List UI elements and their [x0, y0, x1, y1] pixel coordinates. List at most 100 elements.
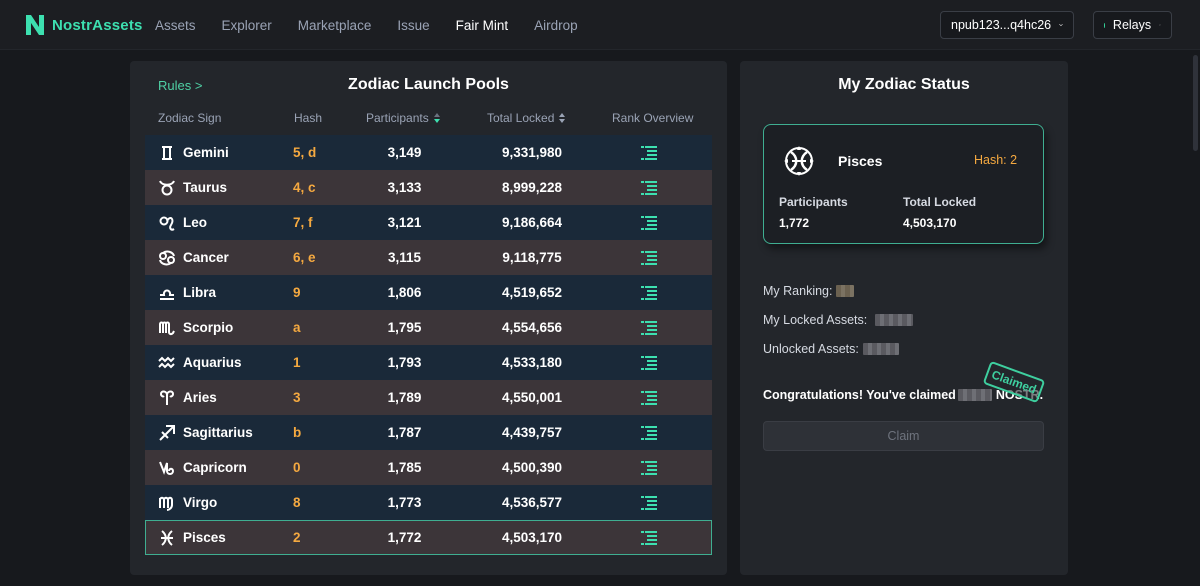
participants-cell: 3,121 — [387, 215, 422, 230]
hash-cell: 0 — [293, 460, 301, 475]
rank-list-icon[interactable] — [641, 530, 657, 545]
zodiac-sign-name: Scorpio — [183, 320, 234, 335]
chevron-down-icon — [1059, 24, 1063, 27]
rank-list-icon[interactable] — [641, 495, 657, 510]
rank-list-icon[interactable] — [641, 180, 657, 195]
capricorn-icon — [159, 461, 175, 475]
hash-cell: a — [293, 320, 301, 335]
rank-list-icon[interactable] — [641, 390, 657, 405]
rank-list-icon[interactable] — [641, 145, 657, 160]
rank-overview-cell[interactable] — [626, 345, 672, 380]
total-locked-cell: 8,999,228 — [501, 180, 563, 195]
total-locked-cell: 4,503,170 — [501, 530, 563, 545]
claim-button[interactable]: Claim — [763, 421, 1044, 451]
table-row[interactable]: Leo 7, f 3,121 9,186,664 — [145, 205, 712, 240]
total-locked-cell: 4,550,001 — [501, 390, 563, 405]
rank-overview-cell[interactable] — [626, 485, 672, 520]
pools-table-body: Gemini 5, d 3,149 9,331,980 Taurus 4, c 3,133 8… — [145, 135, 712, 555]
rules-link[interactable]: Rules > — [158, 78, 203, 93]
redacted-value — [875, 314, 914, 326]
rank-list-icon[interactable] — [641, 320, 657, 335]
gemini-icon — [162, 145, 172, 160]
table-row[interactable]: Sagittarius b 1,787 4,439,757 — [145, 415, 712, 450]
top-nav: NostrAssets Assets Explorer Marketplace … — [0, 0, 1200, 50]
table-row[interactable]: Virgo 8 1,773 4,536,577 — [145, 485, 712, 520]
table-row[interactable]: Capricorn 0 1,785 4,500,390 — [145, 450, 712, 485]
table-row[interactable]: Libra 9 1,806 4,519,652 — [145, 275, 712, 310]
total-locked-cell: 4,536,577 — [501, 495, 563, 510]
rank-overview-cell[interactable] — [626, 450, 672, 485]
page-scrollbar[interactable] — [1193, 55, 1198, 151]
col-rank-overview: Rank Overview — [612, 111, 694, 125]
nav-fair-mint[interactable]: Fair Mint — [455, 17, 509, 33]
zodiac-sign-cell: Leo — [157, 205, 207, 240]
hash-cell: 3 — [293, 390, 301, 405]
rank-overview-cell[interactable] — [626, 310, 672, 345]
rank-list-icon[interactable] — [641, 250, 657, 265]
table-row[interactable]: Pisces 2 1,772 4,503,170 — [145, 520, 712, 555]
table-row[interactable]: Aquarius 1 1,793 4,533,180 — [145, 345, 712, 380]
wallet-button[interactable]: npub123...q4hc26 — [940, 11, 1074, 39]
zodiac-sign-name: Capricorn — [183, 460, 247, 475]
card-hash: Hash: 2 — [974, 153, 1018, 167]
relays-button[interactable]: Relays — [1093, 11, 1172, 39]
total-locked-cell: 4,500,390 — [501, 460, 563, 475]
zodiac-sign-name: Aries — [183, 390, 217, 405]
col-total-locked[interactable]: Total Locked — [487, 111, 566, 125]
rank-list-icon[interactable] — [641, 285, 657, 300]
chevron-down-icon — [1159, 24, 1161, 26]
table-row[interactable]: Cancer 6, e 3,115 9,118,775 — [145, 240, 712, 275]
leo-icon — [159, 216, 175, 231]
rank-list-icon[interactable] — [641, 215, 657, 230]
col-hash: Hash — [294, 111, 323, 125]
rank-list-icon[interactable] — [641, 355, 657, 370]
brand-name: NostrAssets — [52, 16, 143, 34]
pisces-icon — [161, 529, 173, 546]
participants-cell: 1,795 — [387, 320, 422, 335]
total-locked-cell: 9,118,775 — [502, 250, 562, 265]
zodiac-sign-cell: Pisces — [157, 520, 226, 555]
rank-overview-cell[interactable] — [626, 275, 672, 310]
card-locked-label: Total Locked — [903, 195, 977, 209]
nav-airdrop[interactable]: Airdrop — [534, 17, 578, 33]
unlocked-assets: Unlocked Assets: — [763, 342, 899, 356]
nav-explorer[interactable]: Explorer — [221, 17, 272, 33]
relay-status-dot — [1104, 22, 1105, 28]
brand-logo[interactable]: NostrAssets — [24, 12, 143, 38]
card-participants-label: Participants — [779, 195, 848, 209]
sagittarius-icon — [159, 424, 175, 441]
rank-overview-cell[interactable] — [626, 240, 672, 275]
rank-list-icon[interactable] — [641, 425, 657, 440]
col-participants[interactable]: Participants — [366, 111, 441, 125]
zodiac-sign-name: Cancer — [183, 250, 229, 265]
table-row[interactable]: Aries 3 1,789 4,550,001 — [145, 380, 712, 415]
taurus-icon — [159, 179, 175, 195]
rank-overview-cell[interactable] — [626, 415, 672, 450]
card-locked-value: 4,503,170 — [903, 216, 957, 230]
nav-issue[interactable]: Issue — [397, 17, 430, 33]
pisces-icon — [784, 146, 814, 176]
rank-overview-cell[interactable] — [626, 380, 672, 415]
table-row[interactable]: Scorpio a 1,795 4,554,656 — [145, 310, 712, 345]
rank-overview-cell[interactable] — [626, 520, 672, 555]
nav-links: Assets Explorer Marketplace Issue Fair M… — [155, 0, 604, 50]
virgo-icon — [159, 496, 173, 511]
participants-cell: 3,133 — [387, 180, 422, 195]
nav-assets[interactable]: Assets — [155, 17, 196, 33]
participants-cell: 3,149 — [387, 145, 422, 160]
hash-cell: 5, d — [293, 145, 317, 160]
hash-cell: b — [293, 425, 302, 440]
relays-label: Relays — [1112, 18, 1152, 32]
rank-overview-cell[interactable] — [626, 205, 672, 240]
table-row[interactable]: Gemini 5, d 3,149 9,331,980 — [145, 135, 712, 170]
zodiac-sign-name: Sagittarius — [183, 425, 253, 440]
table-row[interactable]: Taurus 4, c 3,133 8,999,228 — [145, 170, 712, 205]
zodiac-sign-cell: Capricorn — [157, 450, 247, 485]
rank-overview-cell[interactable] — [626, 135, 672, 170]
rank-overview-cell[interactable] — [626, 170, 672, 205]
status-card: Pisces Hash: 2 Participants 1,772 Total … — [763, 124, 1044, 244]
nav-marketplace[interactable]: Marketplace — [297, 17, 372, 33]
rank-list-icon[interactable] — [641, 460, 657, 475]
total-locked-cell: 4,554,656 — [501, 320, 563, 335]
zodiac-sign-name: Leo — [183, 215, 208, 230]
